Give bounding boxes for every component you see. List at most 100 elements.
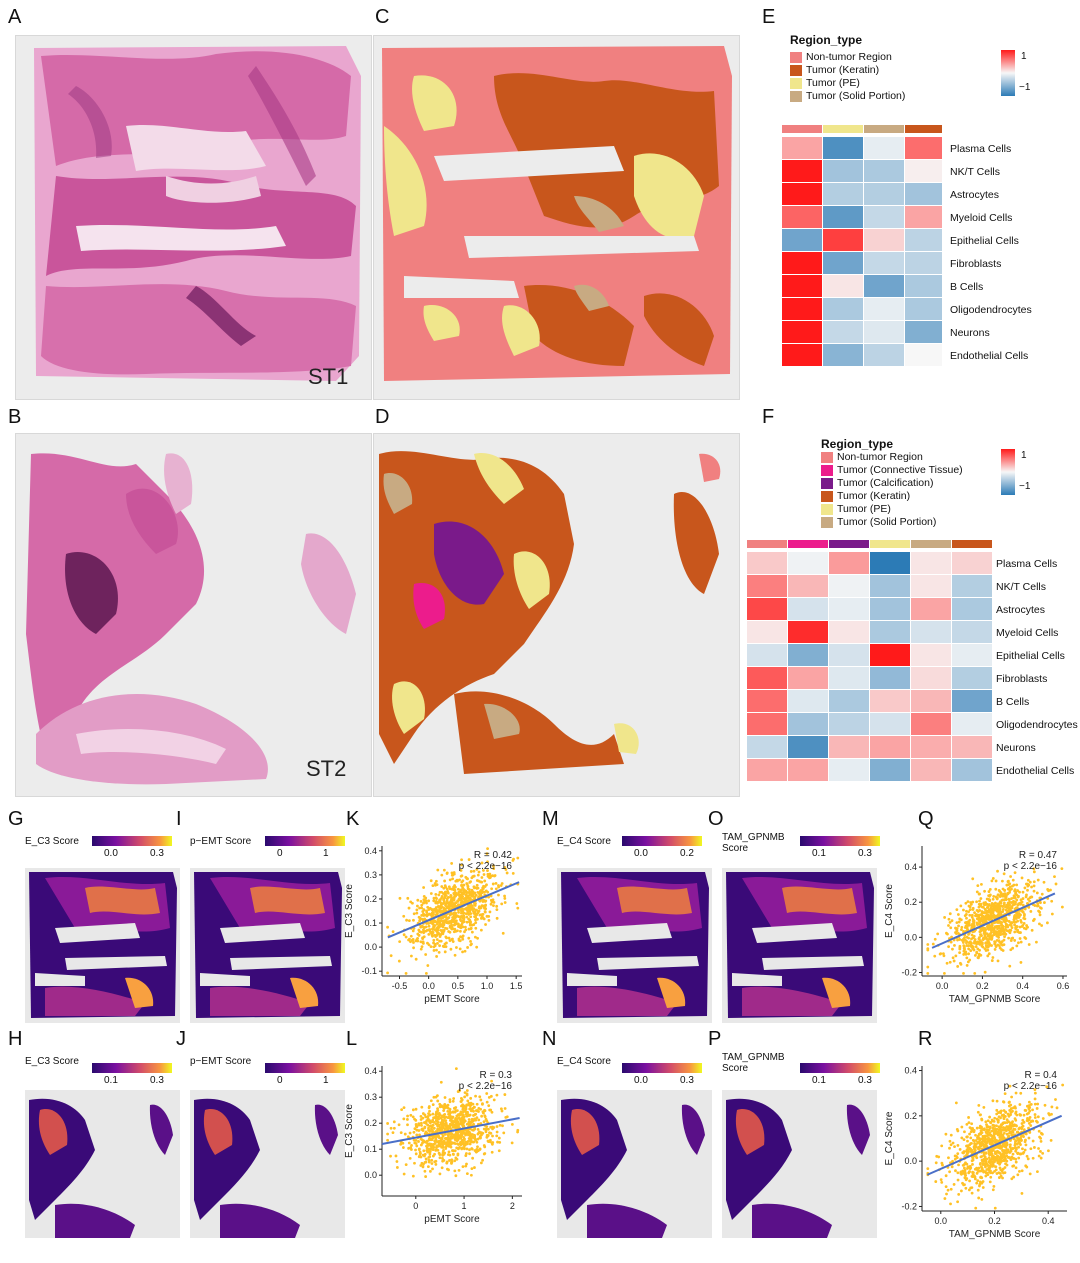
scatter-point bbox=[1020, 876, 1024, 880]
heatmap-f-cell bbox=[829, 759, 869, 781]
scatter-point bbox=[438, 944, 441, 948]
he-tissue-st1 bbox=[34, 46, 361, 381]
scatter-point bbox=[987, 1149, 991, 1153]
scatter-point bbox=[1013, 923, 1017, 927]
scatter-point bbox=[1008, 1143, 1012, 1147]
heatmap-f-cell bbox=[747, 713, 787, 735]
scatter-point bbox=[1033, 1146, 1036, 1149]
scatter-point bbox=[476, 1145, 479, 1149]
scatter-point bbox=[444, 1147, 448, 1150]
heatmap-e-legend-swatch bbox=[790, 77, 802, 89]
scatter-point bbox=[463, 897, 467, 901]
scatter-point bbox=[968, 940, 972, 944]
scatter-point bbox=[408, 937, 411, 941]
scatter-point bbox=[440, 1166, 444, 1170]
scatter-point bbox=[412, 912, 416, 916]
score-map-j-tick: 0 bbox=[277, 1075, 283, 1086]
scatter-point bbox=[500, 1109, 504, 1113]
scatter-point bbox=[1016, 1152, 1020, 1156]
scatter-point bbox=[1039, 1140, 1043, 1143]
scatter-point bbox=[479, 928, 483, 932]
scatter-point bbox=[989, 932, 992, 936]
scatter-point bbox=[468, 880, 472, 884]
scatter-point bbox=[1026, 888, 1029, 892]
scatter-point bbox=[444, 945, 448, 949]
scatter-point bbox=[497, 1136, 501, 1140]
scatter-point bbox=[410, 1144, 413, 1147]
x-axis-label: pEMT Score bbox=[424, 1214, 480, 1225]
scatter-point bbox=[955, 927, 959, 930]
scatter-point bbox=[477, 1118, 481, 1122]
scatter-point bbox=[1002, 1100, 1005, 1104]
scatter-point bbox=[1006, 880, 1010, 883]
scatter-point bbox=[979, 917, 982, 921]
scatter-point bbox=[995, 1099, 999, 1103]
scatter-point bbox=[450, 923, 453, 927]
scatter-point bbox=[974, 914, 977, 918]
scatter-point bbox=[982, 1138, 986, 1142]
scatter-point bbox=[1024, 895, 1028, 899]
scatter-point bbox=[478, 1136, 482, 1140]
heatmap-f-cell bbox=[829, 552, 869, 574]
scatter-point bbox=[971, 900, 975, 904]
scatter-point bbox=[1028, 1131, 1032, 1134]
correlation-annotation: R = 0.47 bbox=[1019, 850, 1058, 861]
heatmap-e-cell bbox=[823, 183, 863, 205]
scatter-point bbox=[992, 1184, 996, 1188]
scatter-point bbox=[416, 898, 420, 902]
scatter-point bbox=[991, 1148, 995, 1152]
heatmap-f-legend-item: Tumor (PE) bbox=[821, 503, 891, 515]
scatter-point bbox=[485, 1133, 489, 1137]
scatter-point bbox=[998, 1139, 1001, 1143]
scatter-point bbox=[1014, 926, 1017, 930]
scatter-point bbox=[437, 1113, 441, 1116]
scatter-point bbox=[408, 1131, 412, 1135]
scatter-point bbox=[995, 1172, 999, 1175]
scatter-point bbox=[1050, 899, 1054, 903]
scatter-point bbox=[984, 949, 988, 952]
scatter-point bbox=[460, 863, 463, 867]
scatter-point bbox=[965, 944, 969, 947]
score-map-n-tick: 0.3 bbox=[680, 1075, 694, 1086]
scatter-point bbox=[1027, 905, 1031, 909]
scatter-point bbox=[977, 915, 981, 919]
scatter-point bbox=[976, 956, 980, 960]
scatter-point bbox=[1008, 1121, 1012, 1125]
scatter-point bbox=[993, 907, 996, 911]
scatter-point bbox=[442, 1148, 445, 1152]
score-map-n-colorbar bbox=[622, 1063, 702, 1073]
scatter-point bbox=[431, 919, 435, 923]
heatmap-f-cell bbox=[829, 713, 869, 735]
scatter-point bbox=[1011, 1120, 1014, 1124]
scatter-point bbox=[984, 1130, 988, 1134]
scatter-point bbox=[1033, 1091, 1037, 1095]
scatter-point bbox=[441, 922, 445, 926]
scatter-point bbox=[484, 923, 487, 926]
scatter-point bbox=[395, 1160, 399, 1163]
scatter-point bbox=[469, 870, 473, 873]
scatter-point bbox=[457, 925, 461, 929]
heatmap-e-row-label: NK/T Cells bbox=[950, 166, 1000, 178]
scatter-point bbox=[971, 906, 975, 910]
scatter-point bbox=[1028, 1115, 1032, 1119]
scatter-point bbox=[471, 1156, 475, 1160]
score-map-h-tick: 0.1 bbox=[104, 1075, 118, 1086]
scatter-point bbox=[950, 1165, 954, 1169]
scatter-point bbox=[1015, 914, 1019, 918]
scatter-point bbox=[454, 1174, 458, 1178]
scatter-point bbox=[968, 1170, 972, 1173]
heatmap-f-legend-title: Region_type bbox=[821, 437, 894, 451]
scatter-point bbox=[1014, 1157, 1018, 1161]
scatter-point bbox=[491, 882, 495, 886]
scatter-point bbox=[988, 898, 992, 902]
scatter-point bbox=[432, 899, 436, 903]
scatter-point bbox=[951, 1159, 954, 1163]
scatter-point bbox=[442, 1109, 446, 1113]
scatter-point bbox=[418, 1154, 422, 1158]
scatter-point bbox=[478, 1130, 481, 1134]
heatmap-e-cell bbox=[782, 137, 822, 159]
scatter-point bbox=[994, 887, 998, 891]
scatter-point bbox=[1015, 1113, 1019, 1117]
score-map-n-tick: 0.0 bbox=[634, 1075, 648, 1086]
scatter-point bbox=[998, 1129, 1001, 1132]
